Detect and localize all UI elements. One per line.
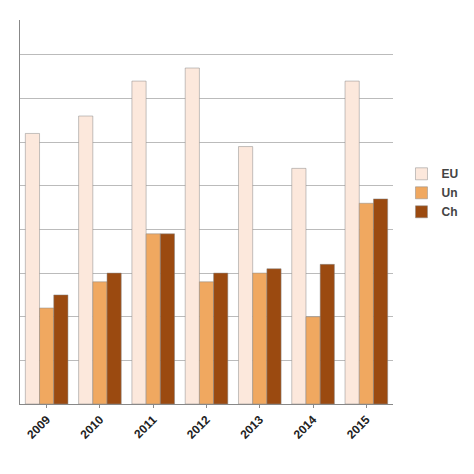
svg-text:Un: Un — [441, 186, 457, 200]
svg-text:2012: 2012 — [184, 413, 213, 442]
svg-text:2009: 2009 — [24, 413, 53, 442]
svg-text:2010: 2010 — [78, 413, 107, 442]
svg-text:EU: EU — [441, 167, 458, 181]
svg-text:2013: 2013 — [237, 413, 266, 442]
svg-text:2011: 2011 — [131, 413, 160, 442]
svg-text:2014: 2014 — [291, 413, 320, 442]
svg-text:Ch: Ch — [441, 205, 457, 219]
svg-text:2015: 2015 — [344, 413, 373, 442]
